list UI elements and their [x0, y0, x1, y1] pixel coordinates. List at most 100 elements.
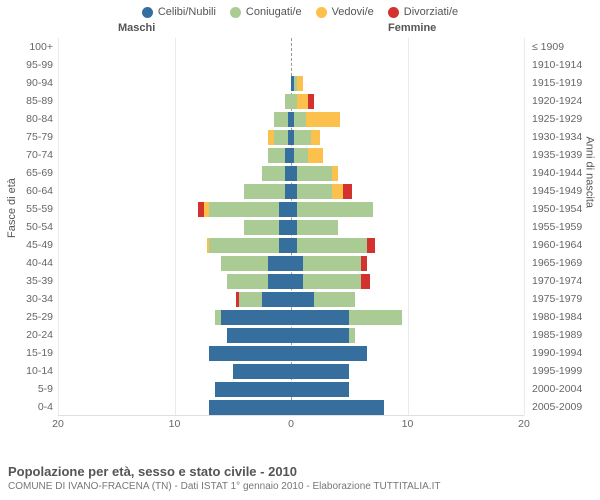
xaxis-tick: 20 — [52, 418, 64, 430]
legend-item: Divorziati/e — [388, 6, 458, 18]
seg-coniugati — [297, 184, 332, 199]
seg-celibi — [227, 328, 291, 343]
pyramid-row — [58, 291, 524, 308]
seg-celibi — [291, 382, 349, 397]
seg-coniugati — [209, 202, 279, 217]
seg-vedovi — [308, 148, 323, 163]
pyramid-row — [58, 255, 524, 272]
seg-coniugati — [274, 112, 289, 127]
seg-coniugati — [262, 166, 285, 181]
header-maschi: Maschi — [118, 22, 155, 34]
seg-celibi — [291, 310, 349, 325]
legend-label: Vedovi/e — [332, 6, 374, 18]
age-label: 100+ — [8, 38, 53, 56]
pyramid-row — [58, 183, 524, 200]
gridline — [175, 38, 176, 415]
age-label: 5-9 — [8, 380, 53, 398]
age-label: 20-24 — [8, 326, 53, 344]
seg-divorziati — [343, 184, 352, 199]
seg-divorziati — [367, 238, 376, 253]
seg-coniugati — [349, 328, 355, 343]
seg-celibi — [291, 274, 303, 289]
birth-labels: ≤ 19091910-19141915-19191920-19241925-19… — [532, 38, 592, 416]
legend: Celibi/NubiliConiugati/eVedovi/eDivorzia… — [8, 6, 592, 18]
birth-label: 1920-1924 — [532, 92, 592, 110]
seg-coniugati — [244, 220, 279, 235]
seg-celibi — [291, 364, 349, 379]
plot — [58, 38, 524, 416]
seg-celibi — [291, 400, 384, 415]
birth-label: 2005-2009 — [532, 398, 592, 416]
seg-coniugati — [209, 238, 279, 253]
seg-celibi — [291, 292, 314, 307]
gridline — [408, 38, 409, 415]
seg-celibi — [268, 274, 291, 289]
legend-label: Coniugati/e — [246, 6, 302, 18]
chart-container: Celibi/NubiliConiugati/eVedovi/eDivorzia… — [0, 0, 600, 500]
seg-celibi — [221, 310, 291, 325]
birth-label: 1975-1979 — [532, 290, 592, 308]
seg-coniugati — [244, 184, 285, 199]
pyramid-row — [58, 111, 524, 128]
pyramid-row — [58, 219, 524, 236]
seg-coniugati — [221, 256, 268, 271]
seg-celibi — [233, 364, 291, 379]
pyramid-row — [58, 381, 524, 398]
seg-coniugati — [297, 166, 332, 181]
legend-swatch — [230, 7, 241, 18]
birth-label: 1945-1949 — [532, 182, 592, 200]
caption: Popolazione per età, sesso e stato civil… — [8, 464, 592, 492]
pyramid-row — [58, 327, 524, 344]
legend-label: Divorziati/e — [404, 6, 458, 18]
seg-coniugati — [297, 220, 338, 235]
seg-vedovi — [297, 76, 303, 91]
seg-celibi — [291, 346, 367, 361]
pyramid-row — [58, 39, 524, 56]
seg-coniugati — [227, 274, 268, 289]
seg-celibi — [291, 256, 303, 271]
gridline — [524, 38, 525, 415]
seg-vedovi — [297, 94, 309, 109]
birth-label: 1985-1989 — [532, 326, 592, 344]
seg-divorziati — [361, 256, 367, 271]
age-label: 30-34 — [8, 290, 53, 308]
birth-label: 1965-1969 — [532, 254, 592, 272]
age-labels: 100+95-9990-9485-8980-8475-7970-7465-696… — [8, 38, 53, 416]
caption-title: Popolazione per età, sesso e stato civil… — [8, 464, 592, 479]
birth-label: 1910-1914 — [532, 56, 592, 74]
seg-celibi — [279, 202, 291, 217]
seg-coniugati — [239, 292, 262, 307]
pyramid-row — [58, 399, 524, 416]
birth-label: 1980-1984 — [532, 308, 592, 326]
seg-divorziati — [308, 94, 314, 109]
birth-label: 1990-1994 — [532, 344, 592, 362]
birth-label: 1935-1939 — [532, 146, 592, 164]
seg-celibi — [291, 328, 349, 343]
age-label: 35-39 — [8, 272, 53, 290]
age-label: 15-19 — [8, 344, 53, 362]
birth-label: 1915-1919 — [532, 74, 592, 92]
pyramid-row — [58, 129, 524, 146]
age-label: 80-84 — [8, 110, 53, 128]
legend-swatch — [388, 7, 399, 18]
legend-swatch — [142, 7, 153, 18]
pyramid-row — [58, 273, 524, 290]
seg-divorziati — [361, 274, 370, 289]
column-headers: Maschi Femmine — [8, 22, 592, 38]
birth-label: 1925-1929 — [532, 110, 592, 128]
legend-item: Coniugati/e — [230, 6, 302, 18]
birth-label: 1960-1964 — [532, 236, 592, 254]
chart-area: Fasce di età Anni di nascita 100+95-9990… — [8, 38, 592, 438]
gridline — [58, 38, 59, 415]
seg-coniugati — [297, 238, 367, 253]
birth-label: 1940-1944 — [532, 164, 592, 182]
birth-label: 1970-1974 — [532, 272, 592, 290]
seg-celibi — [262, 292, 291, 307]
age-label: 85-89 — [8, 92, 53, 110]
pyramid-row — [58, 345, 524, 362]
pyramid-row — [58, 57, 524, 74]
age-label: 90-94 — [8, 74, 53, 92]
seg-coniugati — [274, 130, 289, 145]
birth-label: 2000-2004 — [532, 380, 592, 398]
xaxis-tick: 20 — [518, 418, 530, 430]
